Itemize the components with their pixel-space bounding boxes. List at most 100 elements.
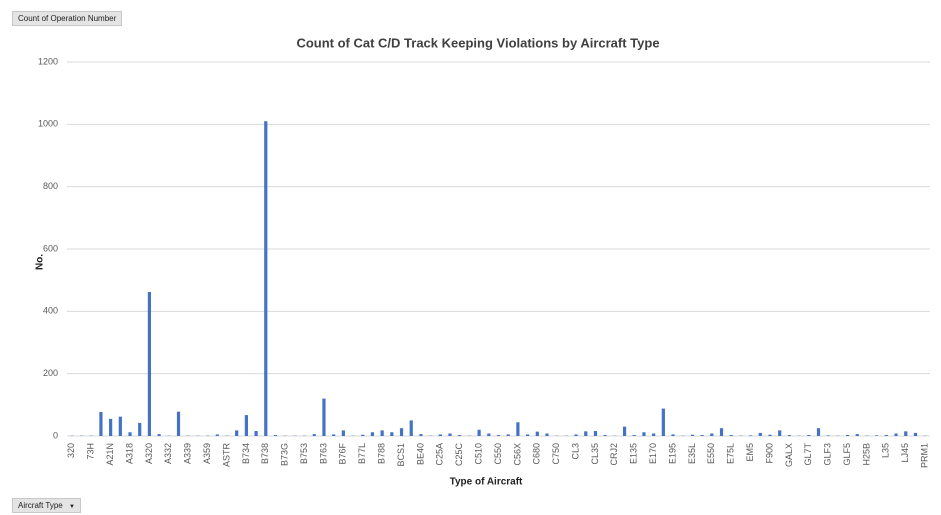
- x-tick-label: LJ45: [900, 443, 910, 463]
- bar: [690, 434, 695, 436]
- bar: [700, 435, 704, 436]
- bar: [477, 429, 481, 436]
- x-tick-label: C56X: [512, 443, 522, 466]
- x-tick-label: C550: [493, 443, 503, 465]
- bar: [506, 434, 510, 436]
- x-tick-label: H25B: [861, 443, 871, 466]
- x-tick-label: PRM1: [920, 443, 930, 468]
- bar: [438, 434, 442, 436]
- x-tick-label: B753: [299, 443, 309, 464]
- bar: [593, 431, 598, 436]
- x-tick-label: A332: [163, 443, 173, 464]
- y-tick-label: 600: [43, 243, 58, 253]
- bar: [380, 430, 384, 436]
- bar: [99, 412, 103, 436]
- x-tick-label: 320: [66, 443, 76, 458]
- y-axis-title: No.: [35, 254, 46, 270]
- bar: [749, 435, 753, 436]
- bar: [545, 433, 549, 436]
- bar: [448, 433, 452, 436]
- bar: [913, 432, 918, 436]
- bar: [332, 434, 336, 436]
- bar: [710, 433, 714, 436]
- bar: [157, 434, 161, 436]
- bar: [584, 431, 588, 436]
- x-tick-label: BE40: [415, 443, 425, 465]
- y-tick-label: 200: [43, 368, 58, 378]
- x-tick-label: E135: [629, 443, 639, 464]
- x-tick-label: C510: [473, 443, 483, 465]
- x-tick-label: GL7T: [803, 443, 813, 466]
- value-field-button[interactable]: Count of Operation Number: [12, 11, 123, 26]
- x-tick-label: BCS1: [396, 443, 406, 467]
- chart-title: Count of Cat C/D Track Keeping Violation…: [296, 35, 659, 50]
- bar: [826, 435, 830, 436]
- x-tick-label: B738: [260, 443, 270, 464]
- bar: [603, 435, 607, 436]
- bar: [109, 418, 113, 436]
- bar: [884, 435, 888, 436]
- x-tick-label: GLF5: [842, 443, 852, 466]
- bar: [671, 434, 675, 436]
- y-tick-label: 1000: [38, 119, 58, 129]
- x-tick-label: B788: [377, 443, 387, 464]
- x-tick-label: C25C: [454, 443, 464, 467]
- bar: [176, 411, 181, 436]
- x-tick-label: B77L: [357, 443, 367, 464]
- bar: [273, 435, 278, 436]
- x-tick-label: EM5: [745, 443, 755, 462]
- bar: [845, 435, 850, 436]
- x-tick-label: ASTR: [221, 443, 231, 468]
- x-tick-label: CL3: [570, 443, 580, 460]
- bar: [458, 435, 462, 436]
- x-tick-label: 73H: [86, 443, 96, 460]
- bar: [787, 435, 791, 436]
- bar: [147, 292, 152, 436]
- bar: [235, 430, 239, 436]
- bar: [264, 121, 268, 436]
- bar: [719, 428, 724, 436]
- bar: [778, 430, 782, 436]
- bar: [399, 428, 404, 436]
- bar: [652, 433, 656, 436]
- x-tick-label: B763: [318, 443, 328, 464]
- bar: [322, 398, 326, 436]
- bar: [855, 434, 859, 436]
- bar: [244, 415, 248, 436]
- bar: [254, 431, 258, 436]
- x-tick-label: E195: [667, 443, 677, 464]
- axis-field-button[interactable]: Aircraft Type ▼: [12, 498, 81, 513]
- x-tick-label: GALX: [784, 443, 794, 467]
- x-tick-label: A339: [183, 443, 193, 464]
- y-tick-label: 400: [43, 306, 58, 316]
- bar: [215, 434, 219, 436]
- bar: [894, 433, 898, 436]
- bar: [574, 434, 578, 436]
- x-tick-label: B76F: [338, 443, 348, 465]
- bar: [768, 434, 772, 436]
- axis-field-label: Aircraft Type: [18, 501, 63, 510]
- bar: [622, 426, 627, 436]
- value-field-label: Count of Operation Number: [18, 14, 117, 23]
- bar: [516, 422, 520, 436]
- x-tick-label: L35: [881, 443, 891, 458]
- x-tick-label: C750: [551, 443, 561, 465]
- y-tick-label: 800: [43, 181, 58, 191]
- bar: [535, 431, 539, 436]
- x-tick-label: GLF3: [823, 443, 833, 466]
- bar: [729, 435, 733, 436]
- bar: [138, 422, 142, 436]
- x-axis-title: Type of Aircraft: [450, 477, 523, 488]
- bar: [807, 435, 811, 436]
- y-tick-label: 1200: [38, 56, 58, 66]
- bar: [419, 434, 423, 436]
- bar: [312, 434, 316, 436]
- x-tick-label: A320: [144, 443, 154, 464]
- bar: [390, 432, 394, 436]
- x-tick-label: C25A: [435, 443, 445, 466]
- bar: [904, 431, 908, 436]
- y-tick-label: 0: [53, 430, 58, 440]
- bar: [361, 434, 365, 436]
- bar: [341, 430, 345, 436]
- bar: [370, 432, 375, 436]
